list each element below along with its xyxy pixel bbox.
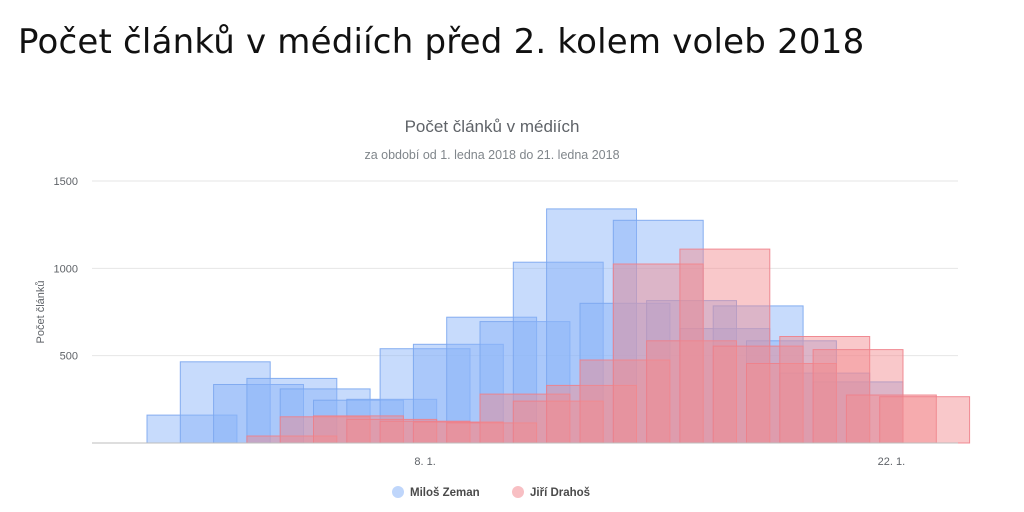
legend-item-0[interactable]: Miloš Zeman [392, 486, 480, 499]
bar-series-1-day-20 [779, 336, 871, 444]
x-tick-labels: 8. 1. 22. 1. [414, 456, 905, 468]
bar-series-0-day-21 [812, 381, 904, 444]
x-tick-label: 22. 1. [878, 456, 906, 468]
bar-series-1-day-22 [845, 394, 937, 444]
bar-series-1-day-23 [879, 396, 971, 444]
slide-title: Počet článků v médiích před 2. kolem vol… [18, 22, 865, 62]
x-tick-label: 8. 1. [414, 456, 435, 468]
y-axis-label: Počet článků [35, 281, 47, 344]
legend-swatch-0 [392, 486, 404, 498]
y-tick-label: 500 [60, 351, 78, 363]
legend-swatch-1 [512, 486, 524, 498]
legend-item-1[interactable]: Jiří Drahoš [512, 486, 590, 499]
bar-series-0-day-13 [546, 208, 637, 444]
bar-series-0-day-14 [579, 302, 671, 444]
gridlines [92, 180, 958, 357]
bars [146, 208, 971, 444]
bar-series-1-day-6 [313, 415, 404, 444]
series-1-bars [246, 248, 971, 444]
bar-series-0-day-17 [679, 328, 771, 444]
bar-series-1-day-14 [579, 359, 671, 444]
legend-label-0: Miloš Zeman [410, 487, 480, 499]
chart-title: Počet článků v médiích [405, 117, 580, 136]
y-tick-labels: 500 1000 1500 [54, 176, 78, 363]
bar-series-0-day-8 [379, 348, 471, 444]
chart-subtitle: za období od 1. ledna 2018 do 21. ledna … [364, 148, 619, 162]
bar-series-0-day-18 [712, 305, 804, 444]
bar-series-1-day-16 [646, 340, 737, 444]
legend: Miloš Zeman Jiří Drahoš [392, 486, 590, 499]
y-tick-label: 1500 [54, 176, 78, 188]
bar-series-0-day-2 [179, 361, 271, 444]
bar-series-0-day-3 [213, 384, 305, 444]
legend-label-1: Jiří Drahoš [530, 487, 590, 499]
y-tick-label: 1000 [54, 263, 78, 275]
bar-series-1-day-12 [512, 400, 604, 444]
bar-series-1-day-18 [712, 345, 804, 444]
bar-series-0-day-12 [512, 261, 604, 444]
bar-series-1-day-13 [546, 384, 637, 444]
